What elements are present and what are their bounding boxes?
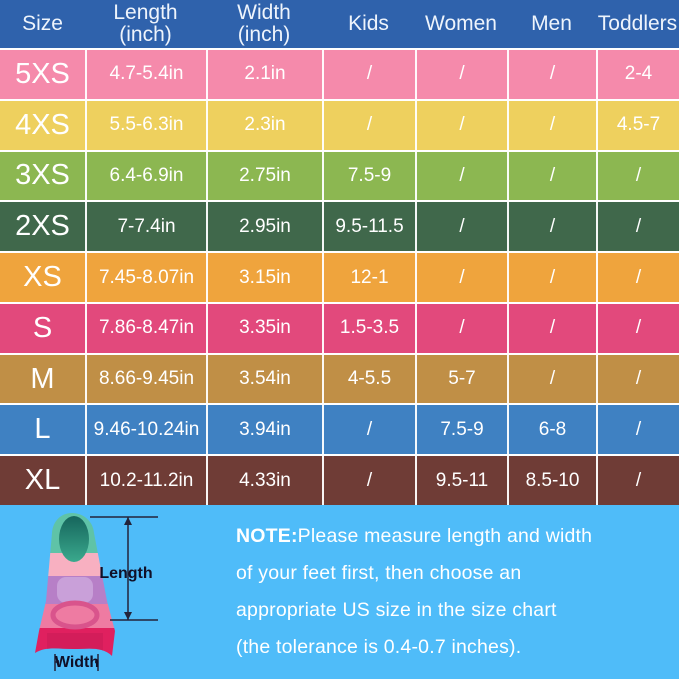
- table-row-4xs: 4XS 5.5-6.3in 2.3in / / / 4.5-7: [0, 98, 679, 150]
- toddlers-cell: /: [596, 405, 679, 455]
- kids-cell: 12-1: [322, 253, 415, 302]
- toddlers-cell: 2-4: [596, 50, 679, 99]
- toddlers-cell: 4.5-7: [596, 100, 679, 150]
- length-label: Length: [99, 565, 152, 582]
- women-cell: 5-7: [415, 354, 507, 404]
- size-cell: 5XS: [15, 57, 70, 90]
- women-cell: /: [415, 151, 507, 201]
- kids-cell: /: [322, 50, 415, 99]
- men-cell: /: [507, 354, 596, 404]
- table-row-xs: XS 7.45-8.07in 3.15in 12-1 / / /: [0, 251, 679, 302]
- men-cell: 6-8: [507, 405, 596, 455]
- toddlers-cell: /: [596, 202, 679, 252]
- length-cell: 8.66-9.45in: [85, 354, 206, 404]
- note-prefix: NOTE:: [236, 525, 298, 547]
- width-cell: 3.94in: [206, 405, 322, 455]
- table-row-m: M 8.66-9.45in 3.54in 4-5.5 5-7 / /: [0, 352, 679, 404]
- note-line-3: appropriate US size in the size chart: [236, 599, 557, 621]
- size-cell: 3XS: [15, 159, 70, 192]
- fin-heel-opening: [50, 600, 100, 630]
- length-cell: 4.7-5.4in: [85, 50, 206, 99]
- note-line-4: (the tolerance is 0.4-0.7 inches).: [236, 636, 522, 658]
- fin-foot-pocket: [57, 577, 93, 603]
- width-cell: 2.1in: [206, 50, 322, 99]
- kids-cell: 1.5-3.5: [322, 303, 415, 353]
- size-cell: L: [34, 413, 51, 446]
- men-cell: /: [507, 202, 596, 252]
- length-cell: 7.45-8.07in: [85, 253, 206, 302]
- table-row-s: S 7.86-8.47in 3.35in 1.5-3.5 / / /: [0, 301, 679, 353]
- column-header-size: Size: [22, 11, 63, 35]
- width-label-backdrop: [59, 653, 95, 669]
- column-header-women: Women: [425, 11, 497, 35]
- women-cell: /: [415, 50, 507, 99]
- width-cell: 2.3in: [206, 100, 322, 150]
- kids-cell: 4-5.5: [322, 354, 415, 404]
- toddlers-cell: /: [596, 253, 679, 302]
- women-cell: /: [415, 303, 507, 353]
- width-cell: 4.33in: [206, 456, 322, 506]
- table-row-5xs: 5XS 4.7-5.4in 2.1in / / / 2-4: [0, 48, 679, 99]
- width-label: Width: [55, 654, 99, 671]
- width-cell: 2.75in: [206, 151, 322, 201]
- column-header-length: Length (inch): [113, 0, 178, 46]
- column-header-kids: Kids: [348, 11, 389, 35]
- size-cell: M: [30, 362, 55, 395]
- women-cell: 9.5-11: [415, 456, 507, 506]
- kids-cell: /: [322, 405, 415, 455]
- women-cell: 7.5-9: [415, 405, 507, 455]
- kids-cell: /: [322, 456, 415, 506]
- width-cell: 2.95in: [206, 202, 322, 252]
- toddlers-cell: /: [596, 456, 679, 506]
- fin-toe-opening: [59, 516, 89, 562]
- size-cell: 4XS: [15, 108, 70, 141]
- men-cell: /: [507, 253, 596, 302]
- bottom-panel: Length Width NOTE:Please measure length …: [0, 505, 679, 679]
- women-cell: /: [415, 202, 507, 252]
- toddlers-cell: /: [596, 151, 679, 201]
- width-cell: 3.54in: [206, 354, 322, 404]
- toddlers-cell: /: [596, 354, 679, 404]
- length-cell: 10.2-11.2in: [85, 456, 206, 506]
- women-cell: /: [415, 253, 507, 302]
- size-cell: XS: [23, 261, 62, 294]
- note-line-2: of your feet first, then choose an: [236, 562, 522, 584]
- table-row-3xs: 3XS 6.4-6.9in 2.75in 7.5-9 / / /: [0, 149, 679, 201]
- column-header-toddlers: Toddlers: [597, 11, 678, 35]
- swim-fin-illustration: Length Width: [35, 513, 158, 671]
- size-cell: S: [32, 311, 53, 344]
- table-header-row: Size Length (inch) Width (inch) Kids Women…: [0, 0, 679, 48]
- toddlers-cell: /: [596, 303, 679, 353]
- column-header-width: Width (inch): [237, 0, 291, 46]
- men-cell: 8.5-10: [507, 456, 596, 506]
- kids-cell: 7.5-9: [322, 151, 415, 201]
- men-cell: /: [507, 50, 596, 99]
- table-row-l: L 9.46-10.24in 3.94in / 7.5-9 6-8 /: [0, 403, 679, 455]
- column-header-men: Men: [531, 11, 572, 35]
- size-cell: XL: [24, 464, 61, 497]
- length-cell: 7.86-8.47in: [85, 303, 206, 353]
- width-cell: 3.35in: [206, 303, 322, 353]
- length-cell: 6.4-6.9in: [85, 151, 206, 201]
- length-cell: 5.5-6.3in: [85, 100, 206, 150]
- women-cell: /: [415, 100, 507, 150]
- length-cell: 7-7.4in: [85, 202, 206, 252]
- width-cell: 3.15in: [206, 253, 322, 302]
- men-cell: /: [507, 303, 596, 353]
- size-table: Size Length (inch) Width (inch) Kids Women…: [0, 0, 679, 506]
- kids-cell: 9.5-11.5: [322, 202, 415, 252]
- kids-cell: /: [322, 100, 415, 150]
- men-cell: /: [507, 100, 596, 150]
- length-cell: 9.46-10.24in: [85, 405, 206, 455]
- note-line-1: NOTE:Please measure length and width: [236, 525, 593, 547]
- size-cell: 2XS: [15, 210, 70, 243]
- table-row-2xs: 2XS 7-7.4in 2.95in 9.5-11.5 / / /: [0, 200, 679, 252]
- note-text: NOTE:Please measure length and width of …: [236, 518, 668, 666]
- men-cell: /: [507, 151, 596, 201]
- table-row-xl: XL 10.2-11.2in 4.33in / 9.5-11 8.5-10 /: [0, 454, 679, 506]
